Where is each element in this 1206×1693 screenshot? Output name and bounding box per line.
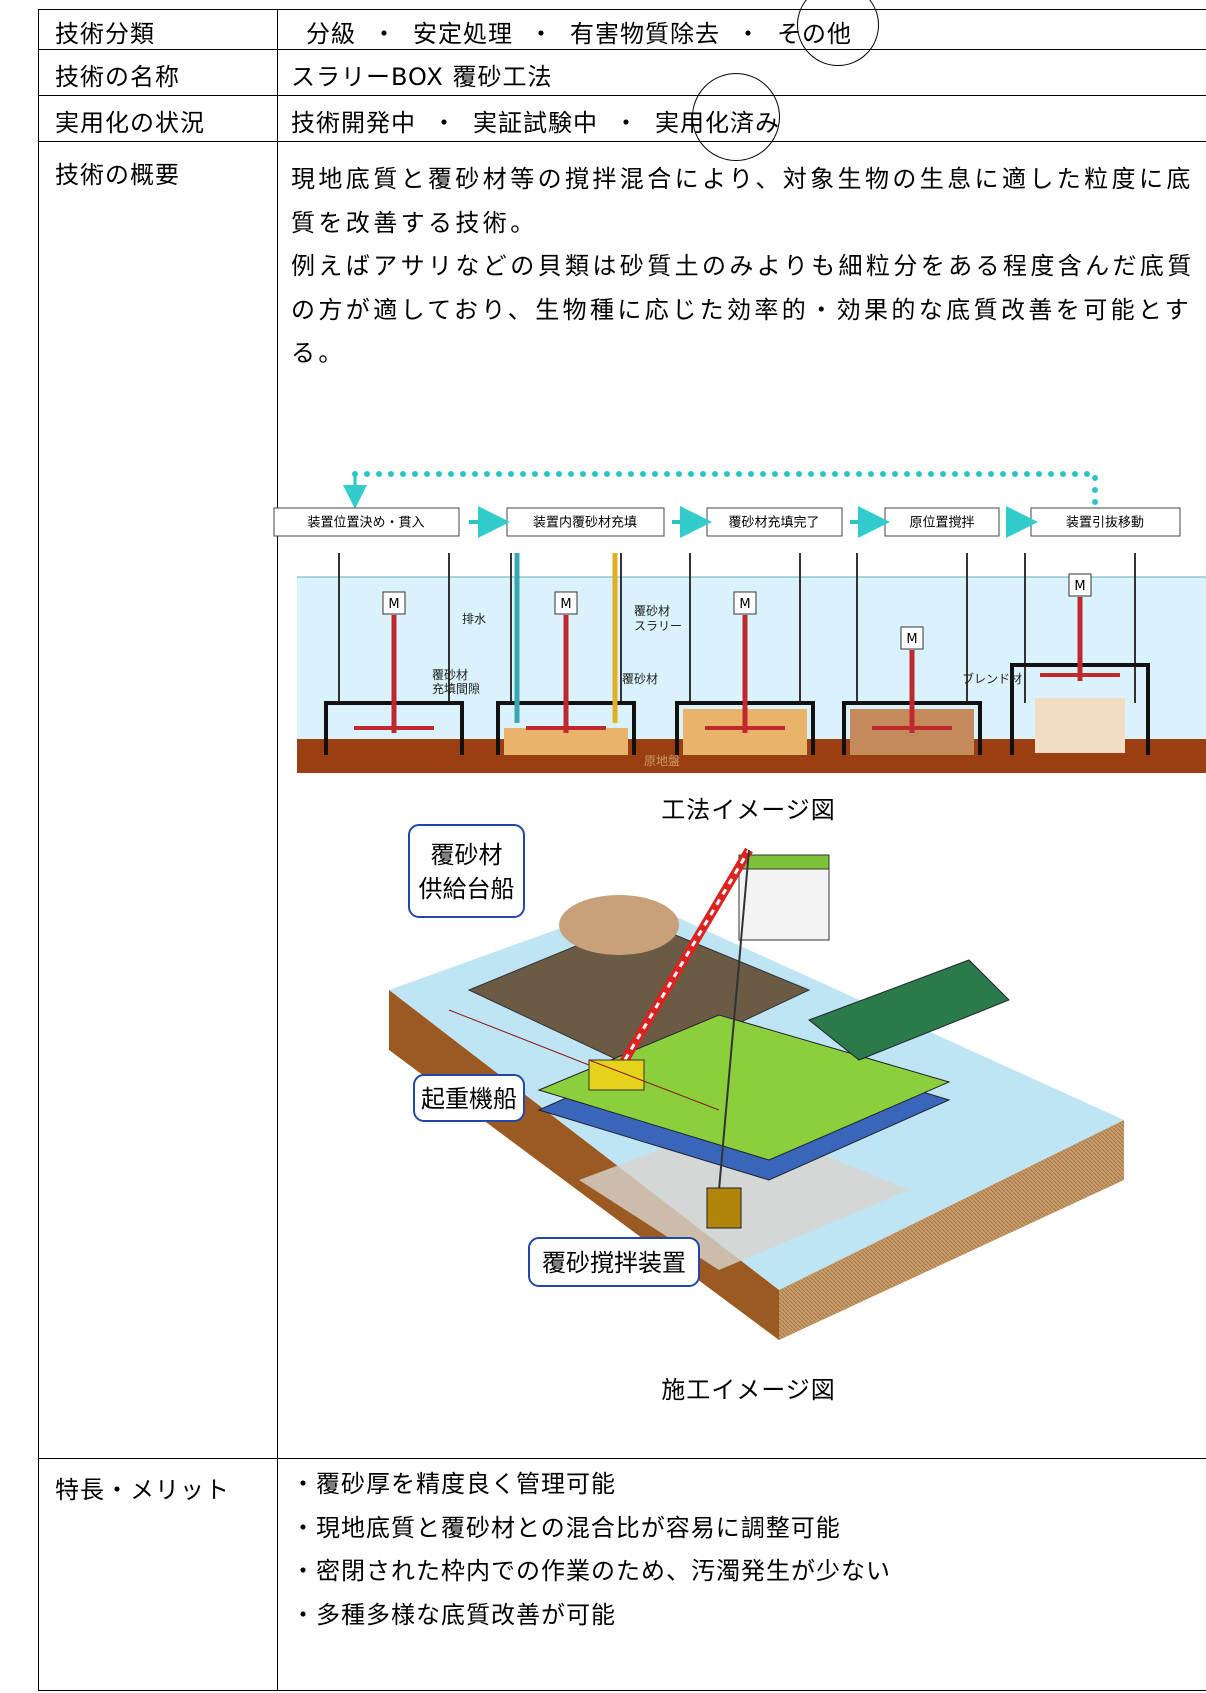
col-border	[277, 9, 278, 1691]
motor	[733, 591, 757, 615]
motor	[1068, 573, 1092, 597]
row-label: 技術の概要	[55, 161, 180, 189]
row-border	[38, 9, 1206, 10]
row-border	[38, 49, 1206, 50]
bullet: ・密閉された枠内での作業のため、汚濁発生が少ない	[291, 1557, 891, 1585]
step-label: 装置引抜移動	[1066, 515, 1144, 531]
col-border	[38, 9, 39, 1691]
callout-box	[528, 1237, 700, 1287]
figure-caption: 工法イメージ図	[661, 796, 836, 824]
method-figure: 装置位置決め・貫入 装置内覆砂材充填 覆砂材充填完了 原位置撹拌 装置引抜移動 …	[273, 471, 1206, 773]
step-label: 原位置撹拌	[909, 516, 974, 531]
figure-caption: 施工イメージ図	[661, 1376, 836, 1404]
bullet: ・多種多様な底質改善が可能	[291, 1600, 616, 1629]
gap-label: 覆砂材	[432, 668, 468, 682]
sand-label: 覆砂材	[622, 672, 658, 686]
row-label: 技術の名称	[55, 63, 180, 91]
motor-label: M	[388, 597, 399, 612]
overview: 現地底質と覆砂材等の撹拌混合により、対象生物の生息に適した粒度に底質を改善する技…	[291, 158, 1206, 376]
selection-circle	[692, 73, 780, 161]
motor	[900, 626, 924, 650]
motor-label: M	[560, 597, 571, 612]
separator: ・	[736, 20, 761, 48]
separator: ・	[529, 20, 554, 48]
callout-label: 覆砂材	[431, 841, 503, 869]
option: 実証試験中	[473, 109, 598, 137]
tech-name: スラリーBOX 覆砂工法	[291, 63, 553, 91]
bullet: ・現地底質と覆砂材との混合比が容易に調整可能	[291, 1513, 841, 1542]
row-border	[38, 141, 1206, 142]
slurry-label: 覆砂材	[634, 604, 670, 618]
callout-box	[408, 824, 525, 918]
step-label: 覆砂材充填完了	[728, 515, 819, 531]
motor-label: M	[1074, 579, 1085, 594]
row-label: 特長・メリット	[55, 1476, 230, 1504]
motor-label: M	[906, 632, 917, 647]
row-border	[38, 1690, 1206, 1691]
gap-label: 充填間隙	[432, 681, 480, 696]
row-border	[38, 1458, 1206, 1459]
callout-label: 供給台船	[419, 875, 515, 903]
ground-label: 原地盤	[644, 754, 680, 768]
step-label: 装置内覆砂材充填	[533, 515, 637, 531]
separator: ・	[372, 20, 397, 48]
motor-label: M	[739, 597, 750, 612]
drain-label: 排水	[462, 612, 486, 626]
option: 有害物質除去	[570, 20, 720, 48]
options: 分級・安定処理・有害物質除去・その他	[306, 14, 852, 49]
motor	[382, 591, 406, 615]
separator: ・	[432, 109, 457, 137]
row-label: 実用化の状況	[55, 109, 205, 137]
blend-label: ブレンド材	[962, 671, 1022, 686]
motor	[554, 591, 578, 615]
merits: ・覆砂厚を精度良く管理可能・現地底質と覆砂材との混合比が容易に調整可能・密閉され…	[291, 1463, 891, 1637]
row-border	[38, 95, 1206, 96]
slurry-label: スラリー	[634, 619, 682, 633]
step-label: 装置位置決め・貫入	[307, 516, 424, 531]
option: 分級	[306, 20, 356, 48]
option: 安定処理	[413, 20, 513, 48]
row-label: 技術分類	[55, 20, 155, 48]
bullet: ・覆砂厚を精度良く管理可能	[291, 1470, 616, 1498]
selection-circle	[797, 0, 879, 66]
blend	[1035, 698, 1125, 753]
option: 技術開発中	[291, 109, 416, 137]
callout-box	[413, 1074, 525, 1122]
callout-label: 起重機船	[421, 1085, 517, 1113]
separator: ・	[614, 109, 639, 137]
paragraph: 現地底質と覆砂材等の撹拌混合により、対象生物の生息に適した粒度に底質を改善する技…	[291, 165, 1194, 237]
paragraph: 例えばアサリなどの貝類は砂質土のみよりも細粒分をある程度含んだ底質の方が適してお…	[291, 252, 1195, 367]
callout-label: 覆砂撹拌装置	[542, 1249, 686, 1277]
